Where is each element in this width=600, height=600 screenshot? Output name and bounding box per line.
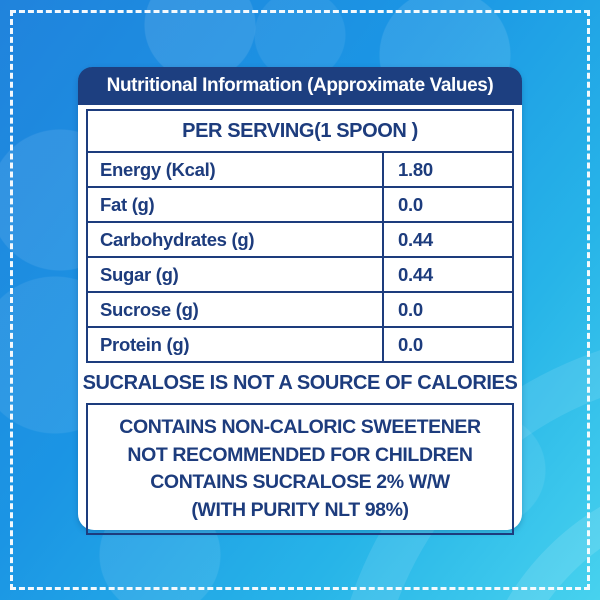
serving-header-label: PER SERVING(1 SPOON ) bbox=[182, 119, 418, 142]
nutrition-title: Nutritional Information (Approximate Val… bbox=[106, 75, 494, 96]
table-row: Carbohydrates (g) 0.44 bbox=[88, 223, 512, 258]
disclaimer-box: CONTAINS NON-CALORIC SWEETENER NOT RECOM… bbox=[86, 403, 514, 535]
table-row: Sugar (g) 0.44 bbox=[88, 258, 512, 293]
table-row: Sucrose (g) 0.0 bbox=[88, 293, 512, 328]
calories-note: SUCRALOSE IS NOT A SOURCE OF CALORIES bbox=[82, 372, 518, 394]
nutrition-label-card: Nutritional Information (Approximate Val… bbox=[78, 67, 522, 535]
row-label: Sucrose (g) bbox=[100, 298, 199, 320]
row-label: Carbohydrates (g) bbox=[100, 228, 255, 250]
row-label: Sugar (g) bbox=[100, 263, 179, 285]
table-row: Protein (g) 0.0 bbox=[88, 328, 512, 361]
row-value: 1.80 bbox=[382, 153, 512, 186]
row-value: 0.44 bbox=[382, 223, 512, 256]
serving-header-row: PER SERVING(1 SPOON ) bbox=[88, 111, 512, 153]
table-row: Energy (Kcal) 1.80 bbox=[88, 153, 512, 188]
disclaimer-line: (WITH PURITY NLT 98%) bbox=[191, 498, 409, 521]
card-header-bar: Nutritional Information (Approximate Val… bbox=[78, 67, 522, 105]
disclaimer-line: CONTAINS NON-CALORIC SWEETENER bbox=[119, 416, 481, 438]
row-label: Fat (g) bbox=[100, 193, 155, 215]
row-value: 0.0 bbox=[382, 328, 512, 361]
row-label: Protein (g) bbox=[100, 333, 190, 355]
nutrition-table: PER SERVING(1 SPOON ) Energy (Kcal) 1.80… bbox=[86, 109, 514, 363]
row-value: 0.0 bbox=[382, 293, 512, 326]
row-value: 0.44 bbox=[382, 258, 512, 291]
table-row: Fat (g) 0.0 bbox=[88, 188, 512, 223]
row-value: 0.0 bbox=[382, 188, 512, 221]
disclaimer-line: NOT RECOMMENDED FOR CHILDREN bbox=[127, 443, 473, 466]
disclaimer-line: CONTAINS SUCRALOSE 2% W/W bbox=[150, 471, 450, 493]
row-label: Energy (Kcal) bbox=[100, 158, 216, 180]
